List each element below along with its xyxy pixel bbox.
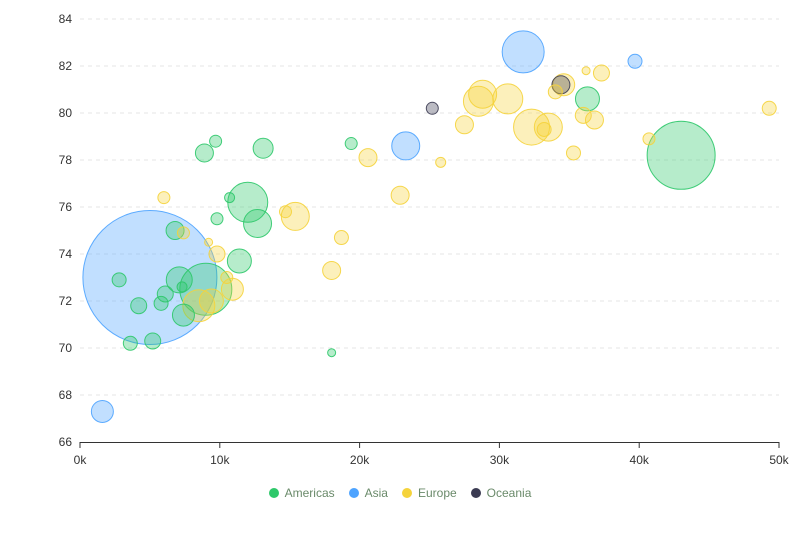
bubble-europe[interactable]	[176, 226, 190, 240]
bubble-europe[interactable]	[584, 110, 604, 130]
bubbles	[82, 30, 777, 423]
x-tick-label: 50k	[769, 453, 789, 467]
bubble-europe[interactable]	[565, 145, 581, 161]
bubble-europe[interactable]	[204, 237, 214, 247]
y-tick-label: 68	[59, 388, 73, 402]
x-tick-label: 10k	[210, 453, 230, 467]
bubble-europe[interactable]	[220, 271, 234, 284]
y-tick-label: 66	[59, 435, 73, 449]
bubble-oceania[interactable]	[551, 75, 571, 95]
bubble-europe[interactable]	[435, 156, 447, 168]
bubble-europe[interactable]	[454, 115, 474, 135]
bubble-americas[interactable]	[574, 86, 600, 112]
bubble-americas[interactable]	[144, 332, 162, 350]
bubble-europe[interactable]	[642, 132, 656, 146]
bubble-europe[interactable]	[492, 83, 524, 115]
x-tick-label: 0k	[74, 453, 88, 467]
y-tick-label: 74	[59, 247, 73, 261]
bubble-americas[interactable]	[176, 281, 188, 293]
y-tick-label: 84	[59, 12, 73, 26]
bubble-americas[interactable]	[194, 143, 214, 163]
bubble-americas[interactable]	[179, 262, 233, 316]
bubble-europe[interactable]	[547, 84, 563, 100]
bubble-europe[interactable]	[581, 66, 591, 76]
bubble-europe[interactable]	[761, 100, 777, 116]
bubble-americas[interactable]	[224, 192, 236, 204]
bubble-europe[interactable]	[333, 230, 349, 246]
bubble-americas[interactable]	[252, 137, 274, 159]
bubble-americas[interactable]	[153, 295, 169, 311]
legend-marker-icon	[401, 488, 412, 498]
bubble-europe[interactable]	[533, 112, 563, 142]
legend-marker-icon	[268, 488, 279, 498]
legend-marker-icon	[348, 488, 359, 498]
x-tick-label: 20k	[350, 453, 370, 467]
legend-label: Asia	[364, 486, 388, 500]
legend-label: Europe	[417, 486, 457, 500]
y-tick-label: 70	[59, 341, 73, 355]
bubble-europe[interactable]	[468, 79, 498, 109]
bubble-americas[interactable]	[122, 335, 138, 351]
legend-label: Oceania	[486, 486, 532, 500]
bubble-europe[interactable]	[592, 64, 610, 82]
bubble-americas[interactable]	[130, 297, 148, 315]
bubble-americas[interactable]	[171, 303, 195, 327]
bubble-europe[interactable]	[198, 288, 224, 314]
bubble-americas[interactable]	[226, 248, 252, 274]
x-tick-label: 40k	[630, 453, 650, 467]
legend-marker-icon	[470, 488, 481, 498]
bubble-europe[interactable]	[536, 121, 552, 137]
bubble-europe[interactable]	[279, 205, 293, 219]
bubble-americas[interactable]	[210, 212, 224, 226]
bubble-oceania[interactable]	[425, 101, 439, 115]
chart-legend: Americas Asia Europe Oceania	[0, 486, 800, 500]
bubble-europe[interactable]	[322, 260, 342, 280]
bubble-asia[interactable]	[627, 53, 643, 69]
bubble-asia[interactable]	[501, 30, 545, 74]
y-tick-label: 76	[59, 200, 73, 214]
legend-label: Americas	[284, 486, 335, 500]
bubble-americas[interactable]	[344, 137, 358, 151]
y-tick-label: 78	[59, 153, 73, 167]
y-tick-label: 72	[59, 294, 73, 308]
bubble-americas[interactable]	[165, 266, 193, 294]
bubble-europe[interactable]	[208, 245, 226, 263]
legend-item-americas[interactable]: Americas	[268, 486, 335, 500]
bubble-americas[interactable]	[327, 348, 337, 358]
bubble-europe[interactable]	[157, 191, 171, 205]
bubble-europe[interactable]	[552, 73, 576, 97]
bubble-chart: 66 68 70 72 74 76 78 80 82 84 0k 10k 20k 30k 40k 50k	[59, 12, 790, 467]
bubble-americas[interactable]	[165, 221, 185, 240]
bubble-americas[interactable]	[209, 134, 223, 148]
bubble-europe[interactable]	[574, 106, 592, 124]
bubble-europe[interactable]	[358, 148, 378, 168]
grid-lines	[80, 18, 779, 396]
legend-item-oceania[interactable]: Oceania	[470, 486, 532, 500]
bubble-europe[interactable]	[182, 289, 216, 323]
bubble-americas[interactable]	[646, 120, 716, 190]
y-tick-label: 80	[59, 106, 73, 120]
bubble-europe[interactable]	[513, 108, 551, 146]
x-tick-label: 30k	[490, 453, 510, 467]
legend-item-europe[interactable]: Europe	[401, 486, 457, 500]
bubble-americas[interactable]	[111, 272, 127, 288]
bubble-americas[interactable]	[156, 285, 174, 303]
bubble-americas[interactable]	[243, 208, 273, 238]
axes: 66 68 70 72 74 76 78 80 82 84 0k 10k 20k 30k 40k 50k	[59, 12, 790, 467]
bubble-europe[interactable]	[390, 185, 410, 205]
bubble-asia[interactable]	[391, 131, 421, 161]
bubble-asia[interactable]	[90, 399, 114, 423]
legend-item-asia[interactable]: Asia	[348, 486, 388, 500]
y-tick-label: 82	[59, 59, 73, 73]
